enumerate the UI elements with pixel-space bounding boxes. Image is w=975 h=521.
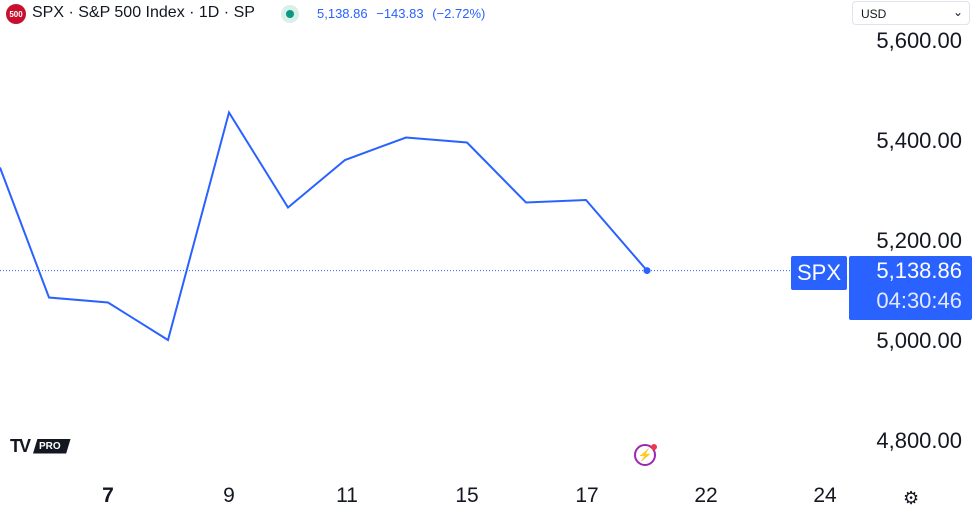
price-axis-label: 5,138.86 04:30:46 <box>849 256 972 320</box>
last-point-marker <box>643 267 651 275</box>
price-axis-value: 5,138.86 <box>876 258 962 283</box>
logo-mark: TV <box>10 435 31 456</box>
y-tick-label: 5,000.00 <box>876 328 962 353</box>
gear-icon[interactable]: ⚙ <box>903 488 920 508</box>
x-tick-label: 9 <box>223 484 235 507</box>
pro-badge: PRO <box>33 438 71 454</box>
market-status-icon[interactable] <box>281 5 299 23</box>
x-axis[interactable]: 7 9 11 15 17 22 24 <box>102 484 837 507</box>
tradingview-logo[interactable]: TV PRO <box>10 435 71 456</box>
x-tick-label: 17 <box>575 484 598 507</box>
index-badge: 500 <box>6 4 26 24</box>
y-tick-label: 5,600.00 <box>876 28 962 53</box>
last-price: 5,138.86 <box>317 6 368 21</box>
quote-summary: 5,138.86 −143.83 (−2.72%) <box>317 6 490 21</box>
price-change: −143.83 <box>376 6 424 21</box>
bar-countdown: 04:30:46 <box>876 288 962 313</box>
x-tick-label: 11 <box>336 484 358 507</box>
lightning-icon[interactable]: ⚡ <box>634 444 657 466</box>
symbol-title[interactable]: SPX · S&P 500 Index · 1D · SP <box>32 4 255 21</box>
x-tick-label: 22 <box>694 484 717 507</box>
chevron-down-icon: ⌄ <box>952 5 963 19</box>
x-tick-label: 24 <box>813 484 837 507</box>
chart-header: 500 SPX · S&P 500 Index · 1D · SP 5,138.… <box>0 0 840 28</box>
y-tick-label: 4,800.00 <box>876 428 962 453</box>
currency-select[interactable]: USD ⌄ <box>852 1 970 25</box>
y-tick-label: 5,200.00 <box>876 228 962 253</box>
symbol-price-tag: SPX <box>791 256 847 290</box>
x-tick-label: 15 <box>455 484 478 507</box>
price-change-percent: (−2.72%) <box>432 6 486 21</box>
y-axis[interactable]: 5,600.00 5,400.00 5,200.00 5,000.00 4,800.00 <box>876 28 962 453</box>
x-tick-label: 7 <box>102 484 114 507</box>
currency-value: USD <box>861 7 887 21</box>
y-tick-label: 5,400.00 <box>876 128 962 153</box>
series-line <box>0 110 648 342</box>
